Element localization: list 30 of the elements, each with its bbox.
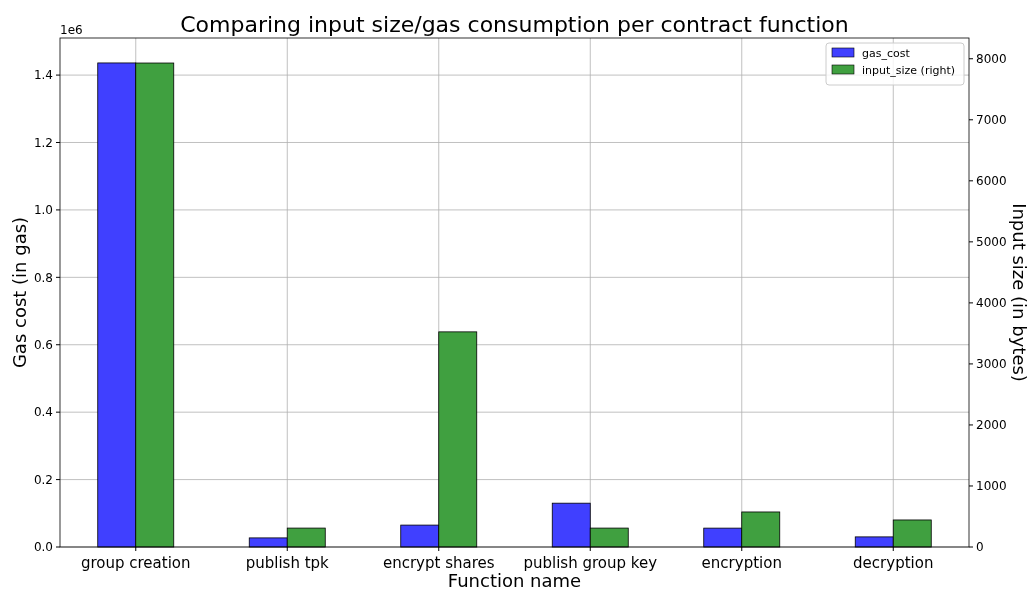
x-tick-label: decryption [853, 554, 934, 572]
y-tick-label: 0.0 [33, 540, 53, 555]
y2-tick-label: 5000 [976, 235, 1007, 250]
x-tick-label: publish group key [523, 554, 658, 572]
y2-tick-label: 4000 [976, 296, 1007, 311]
y-tick-label: 0.8 [33, 270, 53, 285]
x-tick-label: publish tpk [245, 554, 330, 572]
text: 1e6 [60, 23, 83, 37]
y-axis-title: Gas cost (in gas) [9, 216, 30, 369]
y-tick-label: 1.2 [33, 135, 53, 150]
x-axis-title: Function name [447, 570, 582, 590]
legend-label: gas_cost [862, 46, 911, 60]
x-tick-label: encryption [701, 554, 782, 572]
y2-tick-label: 8000 [976, 51, 1007, 66]
y2-tick-label: 6000 [976, 174, 1007, 189]
y-tick-label: 0.4 [33, 405, 53, 420]
chart-title: Comparing input size/gas consumption per contract function [180, 12, 849, 37]
y2-tick-label: 2000 [976, 418, 1007, 433]
x-tick-label: group creation [80, 554, 191, 572]
y2-tick-label: 3000 [976, 357, 1007, 372]
y-tick-label: 0.6 [33, 337, 53, 352]
y2-tick-label: 0 [976, 540, 984, 555]
y-tick-label: 0.2 [33, 472, 53, 487]
y2-axis-title: Input size (in bytes) [1009, 203, 1030, 382]
y2-tick-label: 1000 [976, 479, 1007, 494]
y-tick-label: 1.0 [33, 203, 53, 218]
x-tick-label: encrypt shares [382, 554, 495, 572]
y-tick-label: 1.4 [33, 68, 53, 83]
legend-label: input_size (right) [862, 63, 956, 77]
y2-tick-label: 7000 [976, 112, 1007, 127]
